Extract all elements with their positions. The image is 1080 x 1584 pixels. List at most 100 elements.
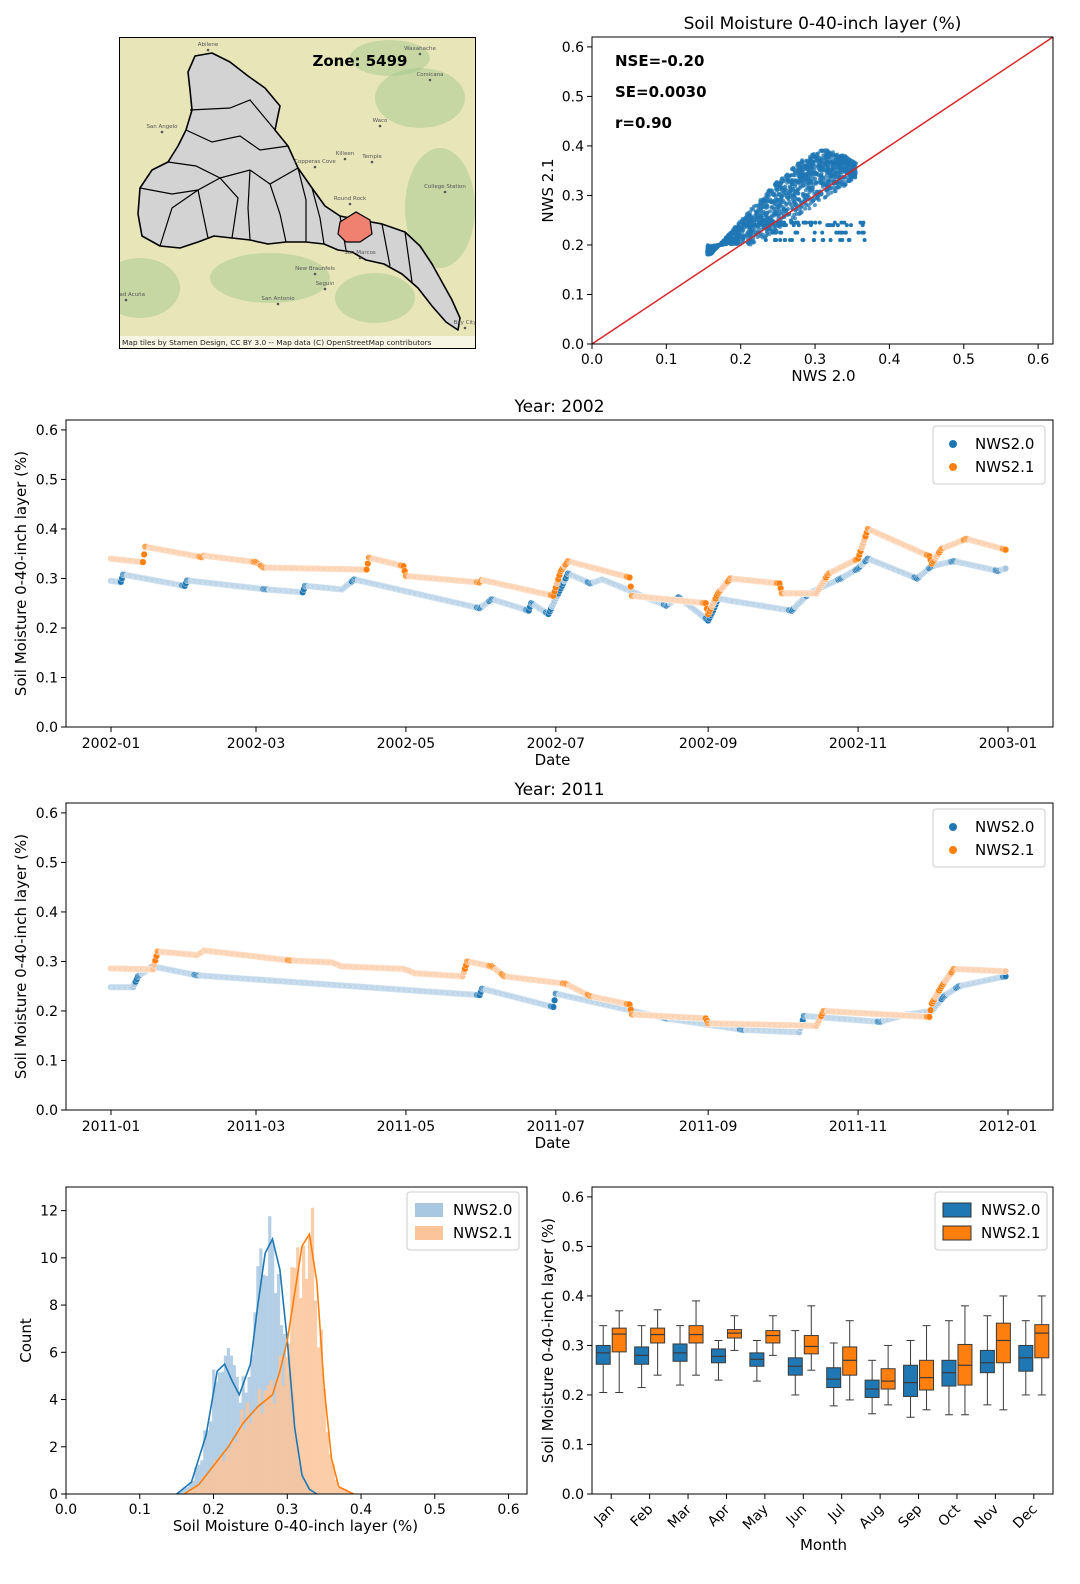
scatter-point [811, 177, 816, 182]
ts2002-point [908, 572, 916, 580]
scatter-point [811, 162, 816, 167]
ts2002-point [468, 578, 476, 586]
hist-bar [272, 1403, 276, 1494]
scatter-point [808, 178, 813, 183]
ts2011-point [375, 964, 383, 972]
scatter-point [825, 148, 830, 153]
scatter-point [828, 177, 833, 182]
ts2011-point [401, 986, 409, 994]
ts2002-point [136, 558, 144, 566]
scatter-point [788, 201, 793, 206]
ts2002-point [923, 551, 931, 559]
scatter-point [778, 220, 783, 225]
scatter-point [851, 172, 856, 177]
ts2011-point [294, 978, 302, 986]
ts2002-point [243, 583, 251, 591]
ts2002-point [407, 572, 415, 580]
ts2002-ytick-label: 0.3 [36, 571, 58, 587]
scatter-point [777, 198, 782, 203]
ts2002-point [195, 553, 203, 561]
ts2011-point [338, 962, 346, 970]
ts2002-point [884, 534, 892, 542]
scatter-point [705, 252, 710, 257]
scatter-point [747, 220, 752, 225]
ts2011-point [911, 1012, 919, 1020]
ts2002-point [766, 578, 774, 586]
ts2011-point [880, 1010, 888, 1018]
ts2002-point [700, 614, 708, 622]
ts2011-point [907, 1012, 915, 1020]
scatter-point [748, 210, 753, 215]
scatter-point [776, 205, 781, 210]
map-zone-label: Zone: 5499 [312, 52, 407, 70]
ts2011-point [589, 993, 597, 1001]
ts2002-point [251, 558, 259, 566]
ts2002-point [472, 578, 480, 586]
ts2002-point [865, 555, 873, 563]
scatter-point [710, 248, 715, 253]
scatter-point [740, 218, 745, 223]
ts2002-point [151, 545, 159, 553]
scatter-point [848, 173, 853, 178]
ts2011-point [162, 948, 170, 956]
scatter-point [816, 159, 821, 164]
ts2011-point [525, 997, 533, 1005]
scatter-point [723, 241, 728, 246]
ts2011-point [245, 952, 253, 960]
ts2002-point [192, 577, 200, 585]
box-iqr [880, 1368, 896, 1390]
scatter-point [796, 162, 801, 167]
ts2011-point [902, 1012, 910, 1020]
ts2011-point [447, 989, 455, 997]
ts2011-point [709, 1019, 717, 1027]
scatter-point [774, 210, 779, 215]
ts2011-point [124, 983, 132, 991]
scatter-point [823, 161, 828, 166]
ts2011-point [929, 997, 937, 1005]
ts2011-point [188, 951, 196, 959]
ts2002-legend-marker [949, 440, 957, 448]
hist-bar [290, 1267, 294, 1494]
ts2011-point [640, 1011, 648, 1019]
ts2002-point [424, 574, 432, 582]
ts2002-point [273, 564, 281, 572]
ts2011-point [989, 967, 997, 975]
scatter-point [742, 217, 747, 222]
ts2002-point [903, 570, 911, 578]
ts2011-point [751, 1020, 759, 1028]
ts2011-point [612, 1003, 620, 1011]
scatter-point [786, 179, 791, 184]
scatter-point [839, 165, 844, 170]
scatter-point [706, 245, 711, 250]
scatter-point [748, 232, 753, 237]
ts2011-point [285, 956, 293, 964]
scatter-point [819, 166, 824, 171]
ts2002-point [187, 551, 195, 559]
ts2011-point [484, 962, 492, 970]
scatter-point [821, 153, 826, 158]
scatter-point [734, 234, 739, 239]
ts2011-point [170, 949, 178, 957]
ts2002-point [522, 606, 530, 614]
ts2002-point [187, 577, 195, 585]
ts2002-point [772, 579, 780, 587]
ts2002-point [294, 564, 302, 572]
scatter-point [746, 223, 751, 228]
ts2011-point [413, 969, 421, 977]
ts2002-point [482, 577, 490, 585]
hist-bar [209, 1421, 213, 1494]
ts2011-point [767, 1027, 775, 1035]
scatter-point [724, 239, 729, 244]
ts2002-point [955, 538, 963, 546]
ts2002-point [951, 557, 959, 565]
ts2011-point [258, 976, 266, 984]
ts2011-point [992, 974, 1000, 982]
scatter-point [806, 161, 811, 166]
ts2002-point [859, 540, 867, 548]
ts2011-point [735, 1020, 743, 1028]
scatter-point [759, 213, 764, 218]
scatter-point [806, 160, 811, 165]
scatter-point [832, 177, 837, 182]
scatter-point [779, 185, 784, 190]
ts2011-point [541, 1001, 549, 1009]
